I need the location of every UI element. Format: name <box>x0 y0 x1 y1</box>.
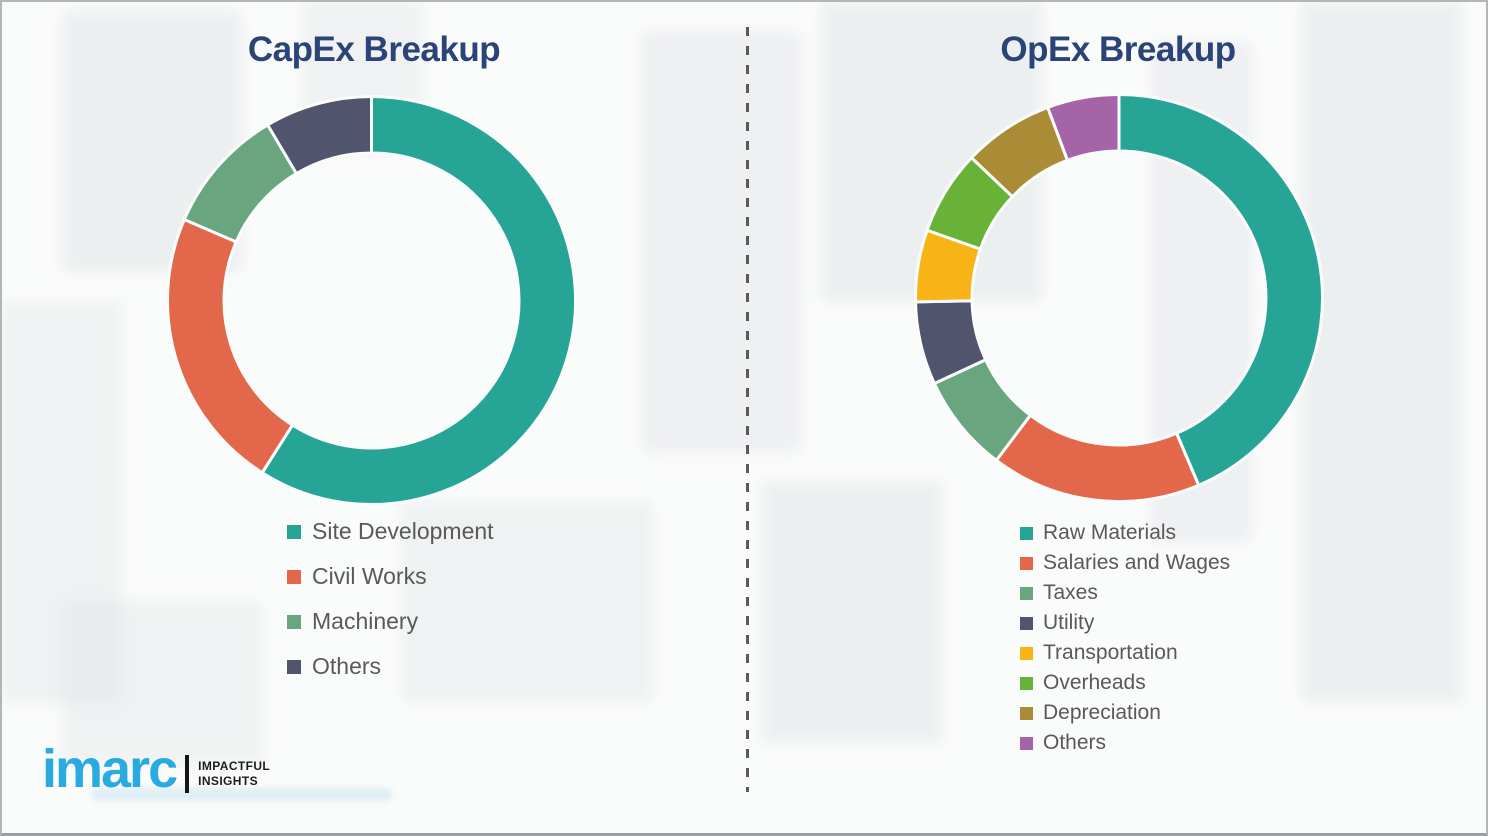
opex-donut-chart <box>914 93 1325 503</box>
legend-swatch-machinery <box>287 614 301 629</box>
legend-item-site-development: Site Development <box>287 509 494 554</box>
legend-label-utility: Utility <box>1043 611 1095 634</box>
capex-panel: CapEx Breakup Site Development Civil Work… <box>2 2 746 833</box>
legend-swatch-others <box>1020 736 1033 750</box>
legend-item-taxes: Taxes <box>1020 578 1230 608</box>
legend-swatch-raw-materials <box>1020 526 1033 540</box>
capex-legend: Site Development Civil Works Machinery Othe… <box>287 509 494 689</box>
donut-slice-civil-works <box>166 217 294 475</box>
donut-slice-raw-materials <box>1117 93 1325 487</box>
legend-label-others: Others <box>312 653 382 679</box>
legend-item-civil-works: Civil Works <box>287 554 494 599</box>
legend-swatch-site-development <box>287 524 301 539</box>
imarc-logo: imarc IMPACTFUL INSIGHTS <box>42 742 270 796</box>
imarc-wordmark: imarc <box>42 739 178 799</box>
legend-swatch-others <box>287 659 301 674</box>
opex-panel: OpEx Breakup Raw Materials Salaries and W… <box>746 2 1486 833</box>
legend-swatch-civil-works <box>287 569 301 584</box>
legend-swatch-transportation <box>1020 646 1033 660</box>
opex-chart-title: OpEx Breakup <box>1000 30 1236 69</box>
logo-tagline-line2: INSIGHTS <box>198 774 258 788</box>
legend-swatch-taxes <box>1020 586 1033 600</box>
legend-label-transportation: Transportation <box>1043 641 1178 664</box>
logo-tagline-line1: IMPACTFUL <box>198 759 271 773</box>
legend-label-taxes: Taxes <box>1043 581 1098 604</box>
legend-label-salaries-and-wages: Salaries and Wages <box>1043 551 1231 574</box>
legend-label-raw-materials: Raw Materials <box>1043 521 1177 544</box>
legend-label-others: Others <box>1043 731 1107 754</box>
legend-item-depreciation: Depreciation <box>1020 698 1230 728</box>
legend-item-machinery: Machinery <box>287 599 494 644</box>
legend-item-raw-materials: Raw Materials <box>1020 518 1230 548</box>
legend-label-site-development: Site Development <box>312 518 494 544</box>
legend-swatch-depreciation <box>1020 706 1033 720</box>
legend-label-civil-works: Civil Works <box>312 563 427 589</box>
legend-item-others: Others <box>1020 728 1230 758</box>
legend-swatch-overheads <box>1020 676 1033 690</box>
legend-label-depreciation: Depreciation <box>1043 701 1161 724</box>
donut-slice-others <box>1046 93 1121 162</box>
legend-item-others: Others <box>287 644 494 689</box>
donut-slice-salaries-and-wages <box>994 413 1201 503</box>
legend-item-salaries-and-wages: Salaries and Wages <box>1020 548 1230 578</box>
donut-slice-site-development <box>260 95 577 506</box>
legend-item-transportation: Transportation <box>1020 638 1230 668</box>
legend-item-utility: Utility <box>1020 608 1230 638</box>
legend-swatch-salaries-and-wages <box>1020 556 1033 570</box>
donut-slice-others <box>266 95 373 176</box>
legend-swatch-utility <box>1020 616 1033 630</box>
legend-item-overheads: Overheads <box>1020 668 1230 698</box>
legend-label-overheads: Overheads <box>1043 671 1146 694</box>
logo-divider-bar <box>185 755 190 793</box>
logo-tagline: IMPACTFUL INSIGHTS <box>198 759 270 789</box>
legend-label-machinery: Machinery <box>312 608 419 634</box>
vertical-dashed-divider <box>746 27 749 792</box>
capex-chart-title: CapEx Breakup <box>247 30 501 69</box>
capex-donut-chart <box>166 95 577 506</box>
opex-legend: Raw Materials Salaries and Wages Taxes Util… <box>1020 518 1230 758</box>
